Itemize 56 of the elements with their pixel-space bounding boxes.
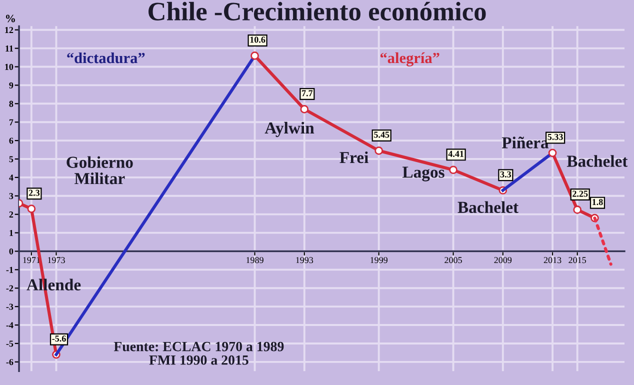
y-tick-label: 10 [5,64,14,70]
y-tick-label: 12 [5,27,14,33]
y-tick-label: 1 [10,230,13,236]
x-tick-label: 2015 [568,257,586,264]
x-tick-label: 1999 [370,257,388,264]
y-tick-label: 4 [9,174,14,181]
x-tick-label: 1973 [48,257,65,264]
annotation: Fuente: ECLAC 1970 a 1989 FMI 1990 a 2015 [114,342,284,365]
y-tick-label: 9 [9,82,14,88]
data-label: 4.41 [448,150,464,157]
annotation: Lagos [402,166,444,182]
x-tick-label: 2009 [494,257,512,264]
y-tick-label: 7 [9,119,14,126]
data-label: 5.45 [374,132,390,138]
y-tick-label: 2 [9,211,14,218]
y-tick-label: -6 [6,359,14,366]
y-tick-label: -2 [6,285,14,292]
data-label: 1.8 [592,198,603,206]
y-tick-label: 8 [9,100,14,107]
x-tick-label: 2013 [544,257,562,264]
y-tick-label: 3 [9,193,14,200]
annotation: Gobierno Militar [66,156,133,184]
data-label: 2.3 [28,190,40,196]
annotation: “alegría” [380,52,440,66]
annotation: “dictadura” [67,52,145,64]
annotation: Bachelet [458,201,518,213]
chart-title: Chile -Crecimiento económico [148,2,486,20]
y-tick-label: -3 [6,304,14,310]
data-label: 7.7 [302,90,313,96]
data-label: 10.6 [250,36,266,43]
annotation: Bachelet [566,155,628,167]
data-label: 5.33 [548,134,563,140]
data-label: 2.25 [572,190,588,197]
y-axis-title: % [6,14,15,22]
y-tick-label: 6 [9,138,14,144]
y-tick-label: -1 [6,266,13,273]
point [548,148,557,158]
y-tick-label: 0 [9,248,14,254]
y-tick-label: 5 [9,156,14,162]
x-tick-label: 2005 [444,257,462,264]
annotation: Frei [340,151,368,164]
y-tick-label: -4 [6,322,14,328]
y-tick-label: -5 [6,340,14,347]
point [573,206,582,214]
point [374,146,383,155]
point [300,105,309,114]
data-label: -5.6 [52,336,66,342]
point [27,204,36,213]
x-tick-label: 1993 [296,257,314,264]
point [449,166,458,174]
annotation: Piñera [502,136,549,148]
y-tick-label: 11 [6,45,13,52]
point [250,52,259,60]
x-tick-label: 1989 [246,257,264,264]
data-label: 3.3 [500,171,512,178]
annotation: Aylwin [264,122,314,138]
